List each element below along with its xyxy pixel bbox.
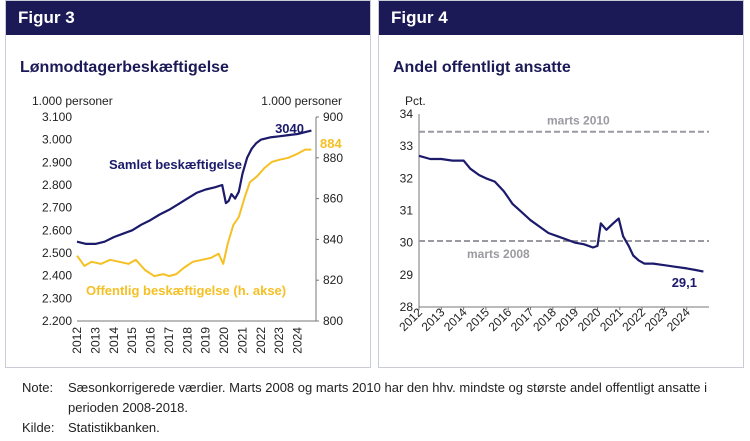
left-tick-label: 2.200 — [42, 314, 72, 328]
x-tick-label: 2017 — [162, 327, 176, 354]
right-tick-label: 900 — [323, 110, 343, 124]
x-tick-label: 2016 — [486, 305, 515, 334]
x-tick-label: 2017 — [508, 305, 537, 334]
figure-3-label: Figur 3 — [6, 1, 370, 35]
end-value-label: 29,1 — [672, 275, 697, 290]
figure-4-chart: Pct.282930313233342012201320142015201620… — [396, 94, 709, 334]
left-axis-unit: 1.000 personer — [32, 94, 113, 108]
right-tick-label: 860 — [323, 192, 343, 206]
x-tick-label: 2012 — [70, 327, 84, 354]
x-tick-label: 2024 — [291, 327, 305, 354]
x-tick-label: 2020 — [217, 327, 231, 354]
figure-3-title: Lønmodtagerbeskæftigelse — [20, 59, 229, 76]
right-tick-label: 840 — [323, 232, 343, 246]
x-tick-label: 2013 — [88, 327, 102, 354]
left-tick-label: 3.100 — [42, 110, 72, 124]
right-tick-label: 880 — [323, 151, 343, 165]
y-tick-label: 30 — [400, 236, 414, 250]
axis-unit: Pct. — [405, 94, 426, 108]
x-tick-label: 2013 — [419, 305, 448, 334]
note-row: Note: Sæsonkorrigerede værdier. Marts 20… — [22, 378, 742, 418]
x-tick-label: 2023 — [642, 305, 671, 334]
figure-3-chart: 1.000 personer 1.000 personer 2.200 2.300 2.… — [32, 94, 343, 354]
public-share-line — [418, 154, 704, 273]
x-tick-label: 2022 — [619, 305, 648, 334]
reference-label-2008: marts 2008 — [467, 247, 530, 261]
public-end-label: 884 — [320, 136, 342, 151]
x-tick-label: 2018 — [180, 327, 194, 354]
x-tick-label: 2015 — [125, 327, 139, 354]
source-row: Kilde: Statistikbanken. — [22, 418, 742, 438]
public-series-label: Offentlig beskæftigelse (h. akse) — [86, 283, 286, 298]
x-tick-label: 2019 — [552, 305, 581, 334]
y-tick-label: 31 — [400, 204, 414, 218]
left-tick-label: 2.300 — [42, 291, 72, 305]
left-tick-label: 2.700 — [42, 201, 72, 215]
x-tick-label: 2019 — [199, 327, 213, 354]
x-tick-label: 2024 — [664, 305, 693, 334]
y-tick-label: 32 — [400, 171, 414, 185]
y-tick-label: 33 — [400, 139, 414, 153]
x-tick-label: 2018 — [530, 305, 559, 334]
x-tick-label: 2022 — [254, 327, 268, 354]
total-series-label: Samlet beskæftigelse — [109, 157, 242, 172]
x-tick-label: 2016 — [144, 327, 158, 354]
left-tick-label: 2.500 — [42, 246, 72, 260]
x-tick-label: 2021 — [597, 305, 626, 334]
y-tick-label: 29 — [400, 268, 414, 282]
total-employment-line — [76, 129, 312, 245]
footnote: Note: Sæsonkorrigerede værdier. Marts 20… — [22, 378, 742, 438]
x-tick-label: 2023 — [272, 327, 286, 354]
y-tick-label: 34 — [400, 107, 414, 121]
source-text: Statistikbanken. — [68, 420, 160, 435]
right-tick-label: 800 — [323, 314, 343, 328]
note-text: Sæsonkorrigerede værdier. Marts 2008 og … — [68, 380, 708, 415]
public-employment-line — [76, 148, 312, 278]
left-tick-label: 2.800 — [42, 178, 72, 192]
figure-3-panel: Figur 3 Lønmodtagerbeskæftigelse 1.000 p… — [5, 0, 371, 368]
x-tick-label: 2021 — [235, 327, 249, 354]
left-tick-label: 3.000 — [42, 133, 72, 147]
figure-4-panel: Figur 4 Andel offentligt ansatte Pct. 28 2… — [378, 0, 744, 368]
total-end-label: 3040 — [275, 121, 304, 136]
x-tick-label: 2014 — [441, 305, 470, 334]
figure-4-title: Andel offentligt ansatte — [393, 59, 571, 76]
right-axis-unit: 1.000 personer — [261, 94, 342, 108]
right-tick-label: 820 — [323, 273, 343, 287]
note-key: Note: — [22, 380, 54, 395]
left-tick-label: 2.600 — [42, 223, 72, 237]
x-tick-label: 2014 — [107, 327, 121, 354]
left-tick-label: 2.400 — [42, 269, 72, 283]
x-tick-label: 2020 — [575, 305, 604, 334]
source-key: Kilde: — [22, 420, 55, 435]
reference-label-2010: marts 2010 — [547, 114, 610, 128]
x-tick-label: 2015 — [463, 305, 492, 334]
figure-4-label: Figur 4 — [379, 1, 743, 35]
y-tick-label: 28 — [400, 300, 414, 314]
left-tick-label: 2.900 — [42, 155, 72, 169]
